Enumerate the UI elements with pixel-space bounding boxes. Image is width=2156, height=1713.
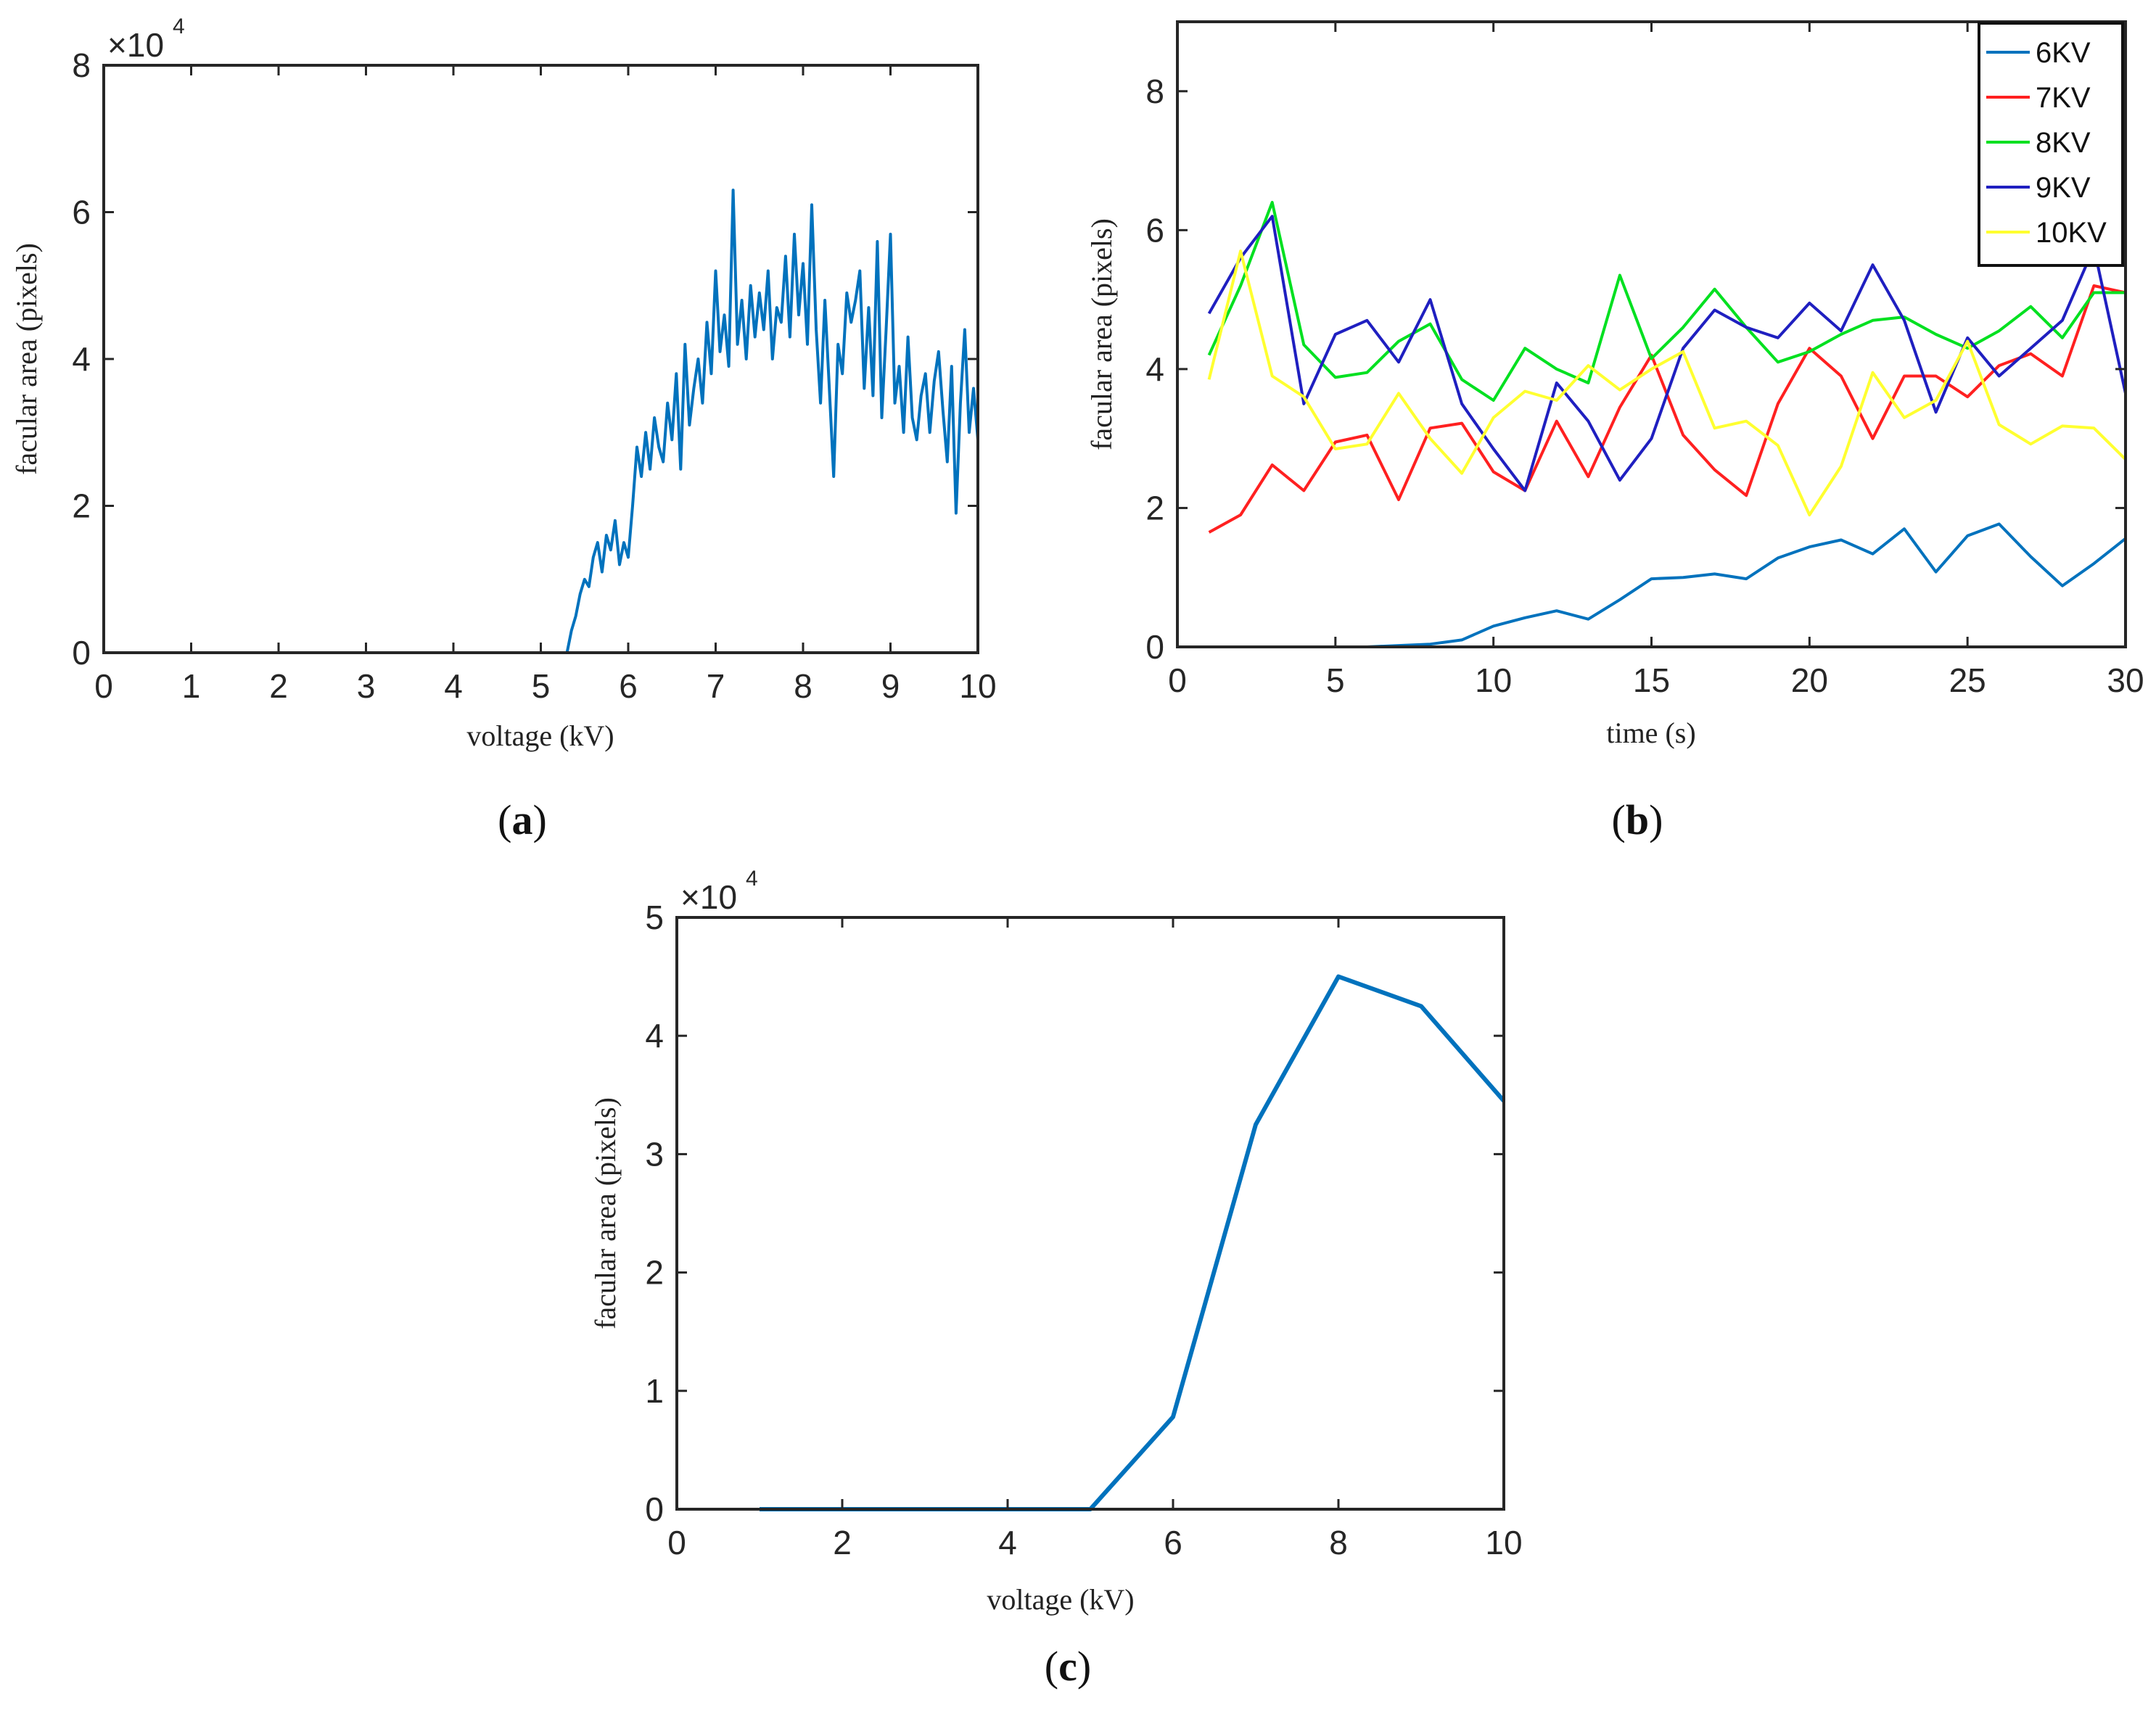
x-tick-label: 3: [357, 667, 376, 705]
x-tick-label: 15: [1633, 661, 1670, 699]
x-tick-label: 0: [1168, 661, 1187, 699]
panel-a-ticks: 0 1 2 3 4 5 6 7 8 9 10 0 2 4 6 8: [72, 46, 996, 705]
panel-b-legend: 6KV 7KV 8KV 9KV 10KV: [1978, 22, 2124, 267]
panel-c-ticks: 0 2 4 6 8 10 0 1 2 3 4 5: [645, 899, 1522, 1561]
y-tick-label: 1: [645, 1372, 664, 1410]
series-line-10kv: [1207, 249, 2127, 516]
legend-box: [1978, 22, 2124, 267]
legend-entry: 6KV: [2036, 37, 2091, 69]
y-tick-label: 6: [72, 194, 91, 231]
y-tick-label: 6: [1145, 211, 1164, 249]
x-tick-label: 20: [1791, 661, 1828, 699]
panel-c-caption: (c): [1045, 1643, 1091, 1690]
y-tick-label: 0: [1145, 628, 1164, 666]
panel-c-y-axis-label: facular area (pixels): [589, 1097, 622, 1329]
panel-a-axes-frame: [102, 64, 979, 654]
x-tick-label: 4: [444, 667, 463, 705]
panel-b-series-lines: [1207, 201, 2127, 648]
y-tick-label: 2: [72, 487, 91, 525]
x-tick-label: 8: [1329, 1524, 1348, 1561]
panel-b-x-axis-label: time (s): [1606, 717, 1695, 749]
panel-b-letter: b: [1626, 796, 1649, 843]
y-tick-label: 8: [1145, 73, 1164, 110]
y-tick-label: 8: [72, 46, 91, 84]
panel-c-series-lines: [760, 974, 1506, 1511]
panel-a-letter: a: [512, 796, 533, 843]
series-line-6kv: [1209, 522, 2127, 648]
y-tick-label: 5: [645, 899, 664, 936]
x-tick-label: 10: [1475, 661, 1512, 699]
x-tick-label: 2: [269, 667, 288, 705]
panel-a-chart: 0 1 2 3 4 5 6 7 8 9 10 0 2 4 6 8 ×10 4 voltage (kV) fac…: [10, 15, 997, 843]
legend-entry: 7KV: [2036, 82, 2091, 114]
panel-c-letter: c: [1058, 1643, 1077, 1690]
y-tick-label: 0: [72, 634, 91, 672]
panel-c-x-axis-label: voltage (kV): [987, 1583, 1134, 1616]
x-tick-label: 0: [94, 667, 113, 705]
y-tick-label: 3: [645, 1135, 664, 1173]
series-line-facular-area: [760, 974, 1506, 1511]
x-tick-label: 25: [1949, 661, 1986, 699]
panel-b-ticks: 0 5 10 15 20 25 30 0 2 4 6 8: [1145, 22, 2144, 699]
panel-c-chart: 0 2 4 6 8 10 0 1 2 3 4 5 ×10 4 voltage (kV) facular…: [589, 867, 1523, 1690]
legend-entry: 9KV: [2036, 172, 2091, 204]
panel-c-exponent-power: 4: [746, 867, 758, 891]
y-tick-label: 2: [1145, 489, 1164, 527]
y-tick-label: 4: [1145, 350, 1164, 388]
x-tick-label: 8: [794, 667, 812, 705]
y-tick-label: 0: [645, 1490, 664, 1528]
legend-entry: 10KV: [2036, 217, 2107, 249]
x-tick-label: 5: [532, 667, 551, 705]
panel-b-caption: (b): [1612, 796, 1663, 843]
series-line-7kv: [1208, 284, 2126, 534]
x-tick-label: 2: [833, 1524, 852, 1561]
panel-a-exponent-label: ×10: [107, 26, 164, 64]
x-tick-label: 10: [959, 667, 996, 705]
x-tick-label: 7: [707, 667, 725, 705]
y-tick-label: 4: [72, 340, 91, 378]
panel-c-axes-frame: [675, 916, 1505, 1511]
panel-a-x-axis-label: voltage (kV): [466, 719, 614, 752]
panel-a-exponent-power: 4: [173, 15, 185, 38]
panel-b-chart: 0 5 10 15 20 25 30 0 2 4 6 8 6KV 7KV 8KV 9KV 10KV time …: [1085, 20, 2144, 843]
x-tick-label: 10: [1485, 1524, 1522, 1561]
y-tick-label: 2: [645, 1254, 664, 1292]
legend-entry: 8KV: [2036, 127, 2091, 159]
x-tick-label: 6: [1164, 1524, 1182, 1561]
x-tick-label: 9: [881, 667, 900, 705]
y-tick-label: 4: [645, 1017, 664, 1054]
x-tick-label: 1: [182, 667, 201, 705]
panel-b-y-axis-label: facular area (pixels): [1085, 218, 1118, 450]
x-tick-label: 0: [667, 1524, 686, 1561]
panel-a-series-lines: [104, 189, 979, 654]
x-tick-label: 5: [1326, 661, 1345, 699]
series-line-facular-area: [104, 189, 979, 654]
x-tick-label: 4: [998, 1524, 1017, 1561]
x-tick-label: 6: [619, 667, 638, 705]
panel-a-y-axis-label: facular area (pixels): [10, 243, 43, 475]
series-line-9kv: [1207, 215, 2127, 492]
panel-a-caption: (a): [498, 796, 547, 843]
x-tick-label: 30: [2107, 661, 2144, 699]
panel-c-exponent-label: ×10: [680, 878, 737, 916]
